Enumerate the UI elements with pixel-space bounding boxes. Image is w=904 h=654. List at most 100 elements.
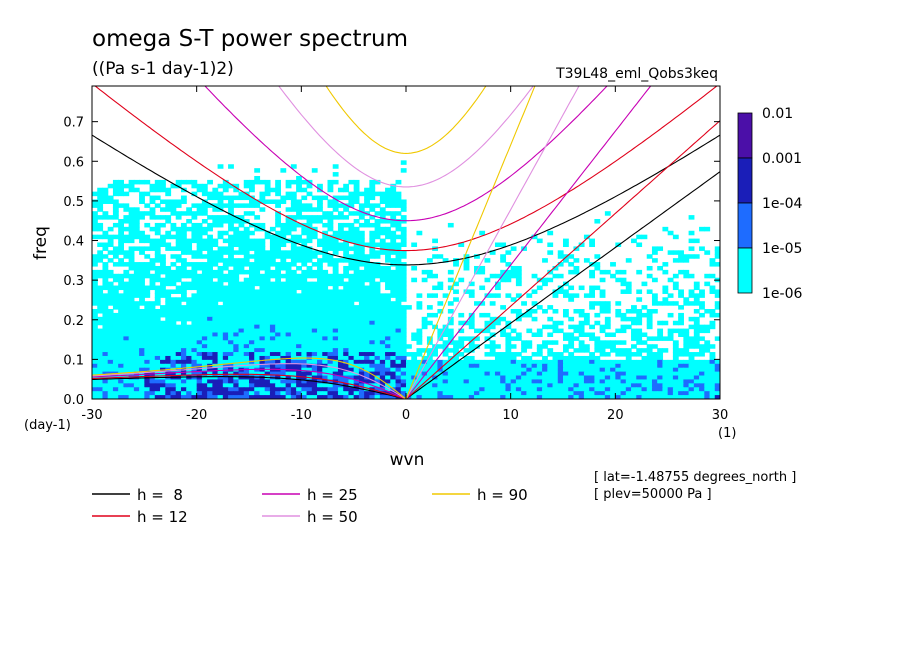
power-cell [311,195,318,201]
power-cell [693,344,700,349]
power-cell [290,301,297,306]
power-cell [249,344,255,349]
power-cell [641,234,648,240]
power-cell [217,375,224,381]
power-cell [390,301,397,306]
power-cell [547,371,554,377]
power-cell [547,359,554,365]
power-cell [285,277,292,283]
power-cell [620,289,627,294]
power-cell [259,371,266,377]
power-cell [578,391,585,396]
power-cell [306,207,313,212]
power-cell [358,324,365,330]
power-cell [343,234,350,240]
power-cell [311,320,318,326]
power-cell [568,332,575,337]
power-cell [301,254,308,259]
power-cell [500,332,507,337]
power-cell [170,207,177,212]
power-cell [191,230,198,236]
power-cell [657,265,664,271]
power-cell [186,301,193,306]
power-cell [379,309,386,314]
curve-er [92,363,407,399]
power-cell [233,336,240,341]
power-cell [379,375,386,381]
power-cell [364,199,370,204]
power-cell [228,246,234,251]
power-cell [201,219,208,224]
power-cell [463,367,470,373]
power-cell [631,387,637,392]
power-cell [201,191,208,197]
power-cell [573,383,580,388]
power-cell [102,262,109,267]
power-cell [102,293,109,298]
power-cell [411,355,418,361]
power-cell [385,320,391,326]
power-cell [463,336,470,341]
power-cell [212,258,219,263]
power-cell [432,395,438,399]
power-cell [453,391,459,396]
power-cell [207,305,213,310]
power-cell [228,324,234,330]
power-cell [180,355,187,361]
power-cell [327,359,334,365]
power-cell [552,383,559,388]
power-cell [400,262,407,267]
power-cell [374,359,381,365]
power-cell [468,363,475,369]
power-cell [212,320,219,326]
power-cell [322,297,329,302]
power-cell [395,320,402,326]
power-cell [144,328,151,334]
power-cell [222,344,229,349]
power-cell [290,293,297,298]
power-cell [165,234,172,240]
power-cell [704,344,711,349]
power-cell [374,222,381,228]
power-cell [385,211,391,216]
power-cell [175,383,182,388]
power-cell [249,277,255,283]
power-cell [693,320,700,326]
power-cell [133,391,140,396]
power-cell [568,269,575,275]
power-cell [102,230,109,236]
power-cell [327,297,334,302]
power-cell [243,293,250,298]
power-cell [573,258,580,263]
power-cell [327,391,334,396]
power-cell [217,359,224,365]
power-cell [186,379,193,384]
power-cell [228,391,234,396]
power-cell [610,273,616,279]
power-cell [196,246,203,251]
power-cell [672,301,679,306]
power-cell [552,273,559,279]
power-cell [217,269,224,275]
power-cell [207,352,213,357]
power-cell [217,305,224,310]
power-cell [505,336,512,341]
power-cell [128,277,135,283]
power-cell [243,312,250,318]
power-cell [160,179,166,185]
power-cell [306,305,313,310]
power-cell [123,359,130,365]
power-cell [620,328,627,334]
power-cell [358,297,365,302]
power-cell [228,226,234,232]
power-cell [709,258,716,263]
power-cell [348,297,355,302]
power-cell [264,183,271,189]
power-cell [123,344,130,349]
power-cell [583,395,590,399]
power-cell [332,269,339,275]
power-cell [191,340,198,345]
power-cell [672,344,679,349]
power-cell [426,273,433,279]
power-cell [207,336,213,341]
